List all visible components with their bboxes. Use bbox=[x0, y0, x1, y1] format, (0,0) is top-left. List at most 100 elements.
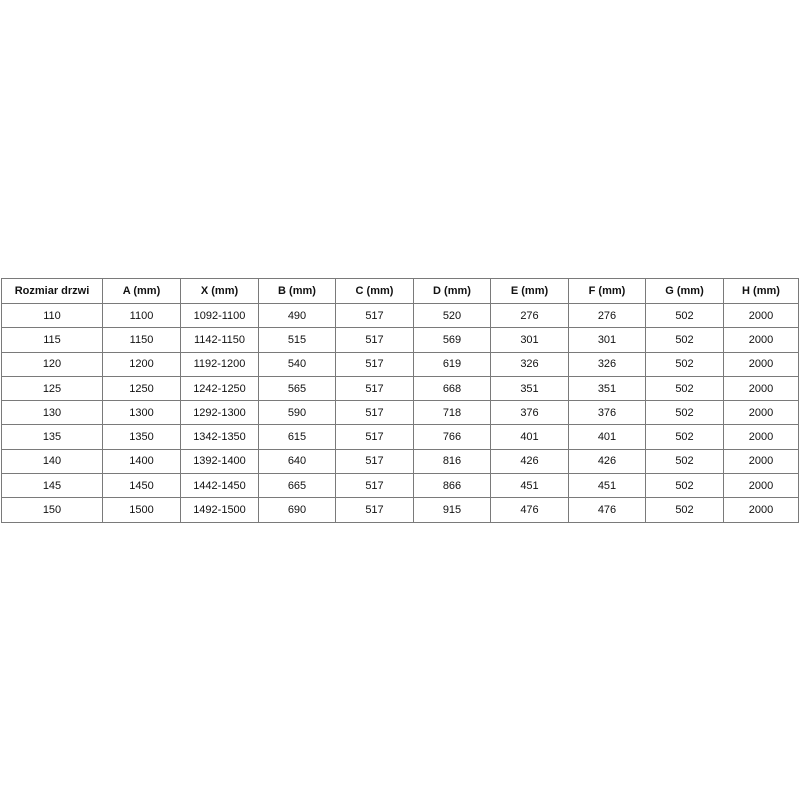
table-cell: 401 bbox=[568, 424, 646, 450]
table-cell: 2000 bbox=[723, 327, 799, 353]
table-cell: 1350 bbox=[102, 424, 181, 450]
table-row: 110 1100 1092-1100 490 517 520 276 276 502 2000 bbox=[1, 302, 799, 329]
table-cell: 502 bbox=[645, 497, 724, 523]
table-cell: 502 bbox=[645, 351, 724, 377]
table-cell: 1442-1450 bbox=[180, 473, 259, 499]
table-cell: 665 bbox=[258, 473, 336, 499]
table-cell: 502 bbox=[645, 327, 724, 353]
table-cell: 130 bbox=[1, 400, 103, 426]
column-header: B (mm) bbox=[258, 278, 336, 304]
table-cell: 517 bbox=[335, 375, 414, 402]
table-cell: 502 bbox=[645, 375, 724, 402]
table-cell: 351 bbox=[490, 375, 569, 402]
table-cell: 517 bbox=[335, 351, 414, 377]
table-cell: 2000 bbox=[723, 473, 799, 499]
table-cell: 351 bbox=[568, 375, 646, 402]
table-cell: 2000 bbox=[723, 351, 799, 377]
table-cell: 301 bbox=[568, 327, 646, 353]
table-cell: 2000 bbox=[723, 448, 799, 475]
header-row: Rozmiar drzwi A (mm) X (mm) B (mm) C (mm) D (… bbox=[1, 278, 799, 304]
table-cell: 326 bbox=[568, 351, 646, 377]
table-cell: 619 bbox=[413, 351, 491, 377]
table-cell: 502 bbox=[645, 302, 724, 329]
table-cell: 502 bbox=[645, 400, 724, 426]
column-header: D (mm) bbox=[413, 278, 491, 304]
table-cell: 1242-1250 bbox=[180, 375, 259, 402]
table-cell: 1400 bbox=[102, 448, 181, 475]
table-cell: 476 bbox=[490, 497, 569, 523]
table-cell: 1500 bbox=[102, 497, 181, 523]
table-cell: 1142-1150 bbox=[180, 327, 259, 353]
table-cell: 502 bbox=[645, 473, 724, 499]
table-cell: 115 bbox=[1, 327, 103, 353]
table-cell: 520 bbox=[413, 302, 491, 329]
table-row: 125 1250 1242-1250 565 517 668 351 351 502 2000 bbox=[1, 375, 799, 402]
table-cell: 1450 bbox=[102, 473, 181, 499]
table-cell: 640 bbox=[258, 448, 336, 475]
table-cell: 1192-1200 bbox=[180, 351, 259, 377]
table-cell: 540 bbox=[258, 351, 336, 377]
table-cell: 565 bbox=[258, 375, 336, 402]
table-cell: 426 bbox=[490, 448, 569, 475]
table-cell: 517 bbox=[335, 497, 414, 523]
table-row: 130 1300 1292-1300 590 517 718 376 376 502 2000 bbox=[1, 400, 799, 426]
table-cell: 276 bbox=[490, 302, 569, 329]
table-cell: 150 bbox=[1, 497, 103, 523]
table-cell: 1150 bbox=[102, 327, 181, 353]
table-cell: 2000 bbox=[723, 424, 799, 450]
table-cell: 490 bbox=[258, 302, 336, 329]
table-cell: 718 bbox=[413, 400, 491, 426]
table-cell: 451 bbox=[568, 473, 646, 499]
column-header: X (mm) bbox=[180, 278, 259, 304]
table-cell: 590 bbox=[258, 400, 336, 426]
table-cell: 517 bbox=[335, 327, 414, 353]
table-cell: 140 bbox=[1, 448, 103, 475]
table-cell: 915 bbox=[413, 497, 491, 523]
column-header: F (mm) bbox=[568, 278, 646, 304]
table-cell: 1492-1500 bbox=[180, 497, 259, 523]
table-cell: 2000 bbox=[723, 302, 799, 329]
table-cell: 517 bbox=[335, 473, 414, 499]
dimensions-table: Rozmiar drzwi A (mm) X (mm) B (mm) C (mm) D (… bbox=[1, 278, 799, 523]
column-header: E (mm) bbox=[490, 278, 569, 304]
table-cell: 569 bbox=[413, 327, 491, 353]
table-cell: 110 bbox=[1, 302, 103, 329]
table-cell: 502 bbox=[645, 448, 724, 475]
table-cell: 426 bbox=[568, 448, 646, 475]
table-row: 115 1150 1142-1150 515 517 569 301 301 502 2000 bbox=[1, 327, 799, 353]
table-row: 150 1500 1492-1500 690 517 915 476 476 502 2000 bbox=[1, 497, 799, 523]
table-cell: 615 bbox=[258, 424, 336, 450]
table-cell: 515 bbox=[258, 327, 336, 353]
table-cell: 1250 bbox=[102, 375, 181, 402]
table-cell: 1292-1300 bbox=[180, 400, 259, 426]
table-cell: 1300 bbox=[102, 400, 181, 426]
table-row: 145 1450 1442-1450 665 517 866 451 451 502 2000 bbox=[1, 473, 799, 499]
table-cell: 401 bbox=[490, 424, 569, 450]
column-header: Rozmiar drzwi bbox=[1, 278, 103, 304]
table-cell: 135 bbox=[1, 424, 103, 450]
table-cell: 2000 bbox=[723, 400, 799, 426]
table-cell: 376 bbox=[568, 400, 646, 426]
table-cell: 125 bbox=[1, 375, 103, 402]
table-cell: 816 bbox=[413, 448, 491, 475]
table-cell: 502 bbox=[645, 424, 724, 450]
table-cell: 276 bbox=[568, 302, 646, 329]
table-cell: 2000 bbox=[723, 375, 799, 402]
table-cell: 476 bbox=[568, 497, 646, 523]
table-cell: 1092-1100 bbox=[180, 302, 259, 329]
table-cell: 120 bbox=[1, 351, 103, 377]
table-cell: 1392-1400 bbox=[180, 448, 259, 475]
table-cell: 376 bbox=[490, 400, 569, 426]
table-cell: 517 bbox=[335, 302, 414, 329]
table-row: 140 1400 1392-1400 640 517 816 426 426 502 2000 bbox=[1, 448, 799, 475]
table-cell: 451 bbox=[490, 473, 569, 499]
table-cell: 1342-1350 bbox=[180, 424, 259, 450]
column-header: C (mm) bbox=[335, 278, 414, 304]
table-cell: 668 bbox=[413, 375, 491, 402]
table-row: 120 1200 1192-1200 540 517 619 326 326 502 2000 bbox=[1, 351, 799, 377]
table-cell: 1100 bbox=[102, 302, 181, 329]
table-cell: 517 bbox=[335, 424, 414, 450]
table-cell: 766 bbox=[413, 424, 491, 450]
table-cell: 517 bbox=[335, 400, 414, 426]
table-cell: 866 bbox=[413, 473, 491, 499]
